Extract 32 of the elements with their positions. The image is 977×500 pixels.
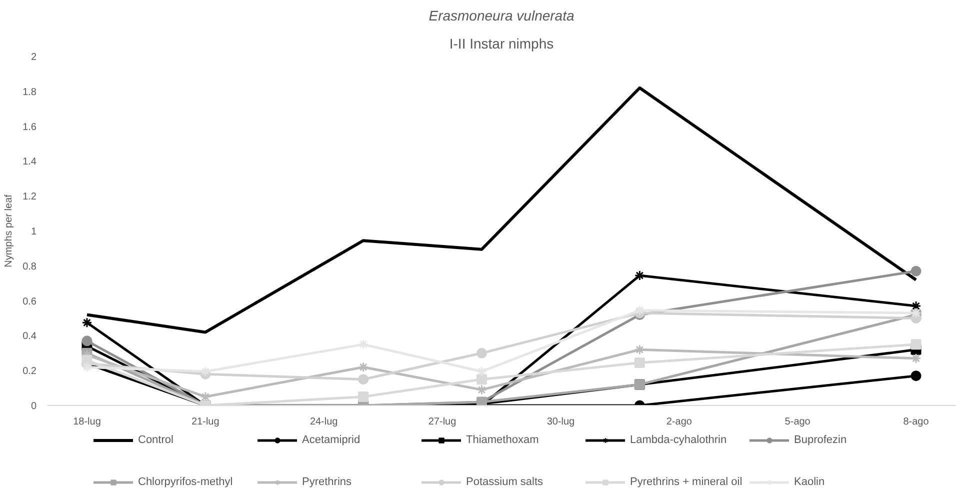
legend-label: Potassium salts [466,476,544,488]
legend-label: Kaolin [794,476,826,488]
legend-label: Thiamethoxam [466,434,540,446]
legend-label: Chlorpyrifos-methyl [138,476,234,488]
y-tick-label: 1 [30,226,37,238]
x-tick-label: 30-lug [546,416,575,428]
x-tick-label: 21-lug [192,416,220,428]
y-tick-label: 1.2 [22,192,37,203]
legend-label: Buprofezin [794,434,848,446]
x-tick-label: 24-lug [310,416,338,428]
x-tick-label: 8-ago [903,416,930,428]
x-tick-label: 27-lug [428,416,456,428]
x-tick-label: 18-lug [73,416,101,428]
legend-label: Control [138,434,174,446]
y-tick-label: 0.4 [22,331,37,342]
y-tick-label: 1.4 [22,156,37,168]
y-tick-label: 1.6 [22,122,37,133]
legend-label: Lambda-cyhalothrin [630,434,728,446]
y-axis-title: Nymphs per leaf [4,194,15,268]
y-tick-label: 2 [30,52,37,63]
y-tick-label: 0.2 [22,366,37,378]
legend-label: Acetamiprid [302,434,362,446]
y-tick-label: 0.8 [22,261,37,272]
legend-label: Pyrethrins + mineral oil [630,476,744,488]
y-tick-label: 1.8 [22,86,37,98]
x-tick-label: 2-ago [666,416,692,428]
y-tick-label: 0 [30,401,37,412]
x-tick-label: 5-ago [784,416,811,428]
legend-label: Pyrethrins [302,476,353,488]
y-tick-label: 0.6 [22,296,37,308]
chart-title: Erasmoneura vulnerata [428,8,574,24]
chart-subtitle: I-II Instar nimphs [449,36,554,52]
